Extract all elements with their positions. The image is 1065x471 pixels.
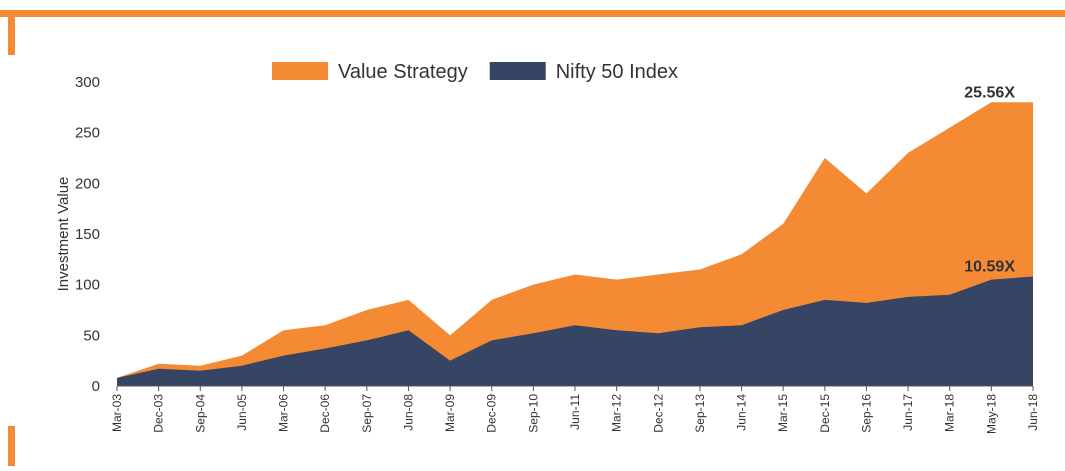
x-tick-label: Jun-08 [401, 394, 415, 431]
x-tick-label: Sep-07 [360, 394, 374, 433]
top-bar [0, 10, 1065, 17]
y-tick-label: 200 [75, 175, 100, 192]
corner-bar [8, 426, 15, 466]
x-tick-label: Sep-10 [526, 394, 540, 433]
x-tick-label: Dec-12 [651, 394, 665, 433]
x-tick-label: Mar-15 [776, 394, 790, 432]
y-tick-label: 0 [92, 378, 100, 395]
x-tick-label: Jun-17 [901, 394, 915, 431]
x-tick-label: Dec-06 [318, 394, 332, 433]
y-axis-label: Investment Value [55, 177, 72, 292]
x-tick-label: Mar-12 [610, 394, 624, 432]
legend-swatch [272, 62, 328, 80]
annotation: 25.56X [964, 84, 1015, 101]
x-tick-label: Sep-13 [693, 394, 707, 433]
annotation: 10.59X [964, 259, 1015, 276]
x-tick-label: Sep-16 [859, 394, 873, 433]
y-tick-label: 150 [75, 226, 100, 243]
area [117, 276, 1033, 386]
y-tick-label: 50 [83, 327, 100, 344]
y-tick-label: 300 [75, 74, 100, 91]
x-tick-label: Mar-06 [277, 394, 291, 432]
y-tick-label: 250 [75, 125, 100, 142]
x-tick-label: Mar-09 [443, 394, 457, 432]
corner-bar [8, 10, 15, 55]
legend-label: Value Strategy [338, 61, 468, 83]
legend-swatch [489, 62, 546, 80]
x-tick-label: Sep-04 [193, 394, 207, 433]
y-tick-label: 100 [75, 277, 100, 294]
x-tick-label: Dec-15 [818, 394, 832, 433]
x-tick-label: Jun-18 [1026, 394, 1040, 431]
x-tick-label: May-18 [984, 394, 998, 434]
legend-label: Nifty 50 Index [556, 61, 678, 83]
x-tick-label: Dec-03 [152, 394, 166, 433]
x-tick-label: Mar-18 [943, 394, 957, 432]
x-tick-label: Jun-05 [235, 394, 249, 431]
x-tick-label: Mar-03 [110, 394, 124, 432]
x-tick-label: Dec-09 [485, 394, 499, 433]
x-tick-label: Jun-11 [568, 394, 582, 430]
x-tick-label: Jun-14 [735, 394, 749, 431]
